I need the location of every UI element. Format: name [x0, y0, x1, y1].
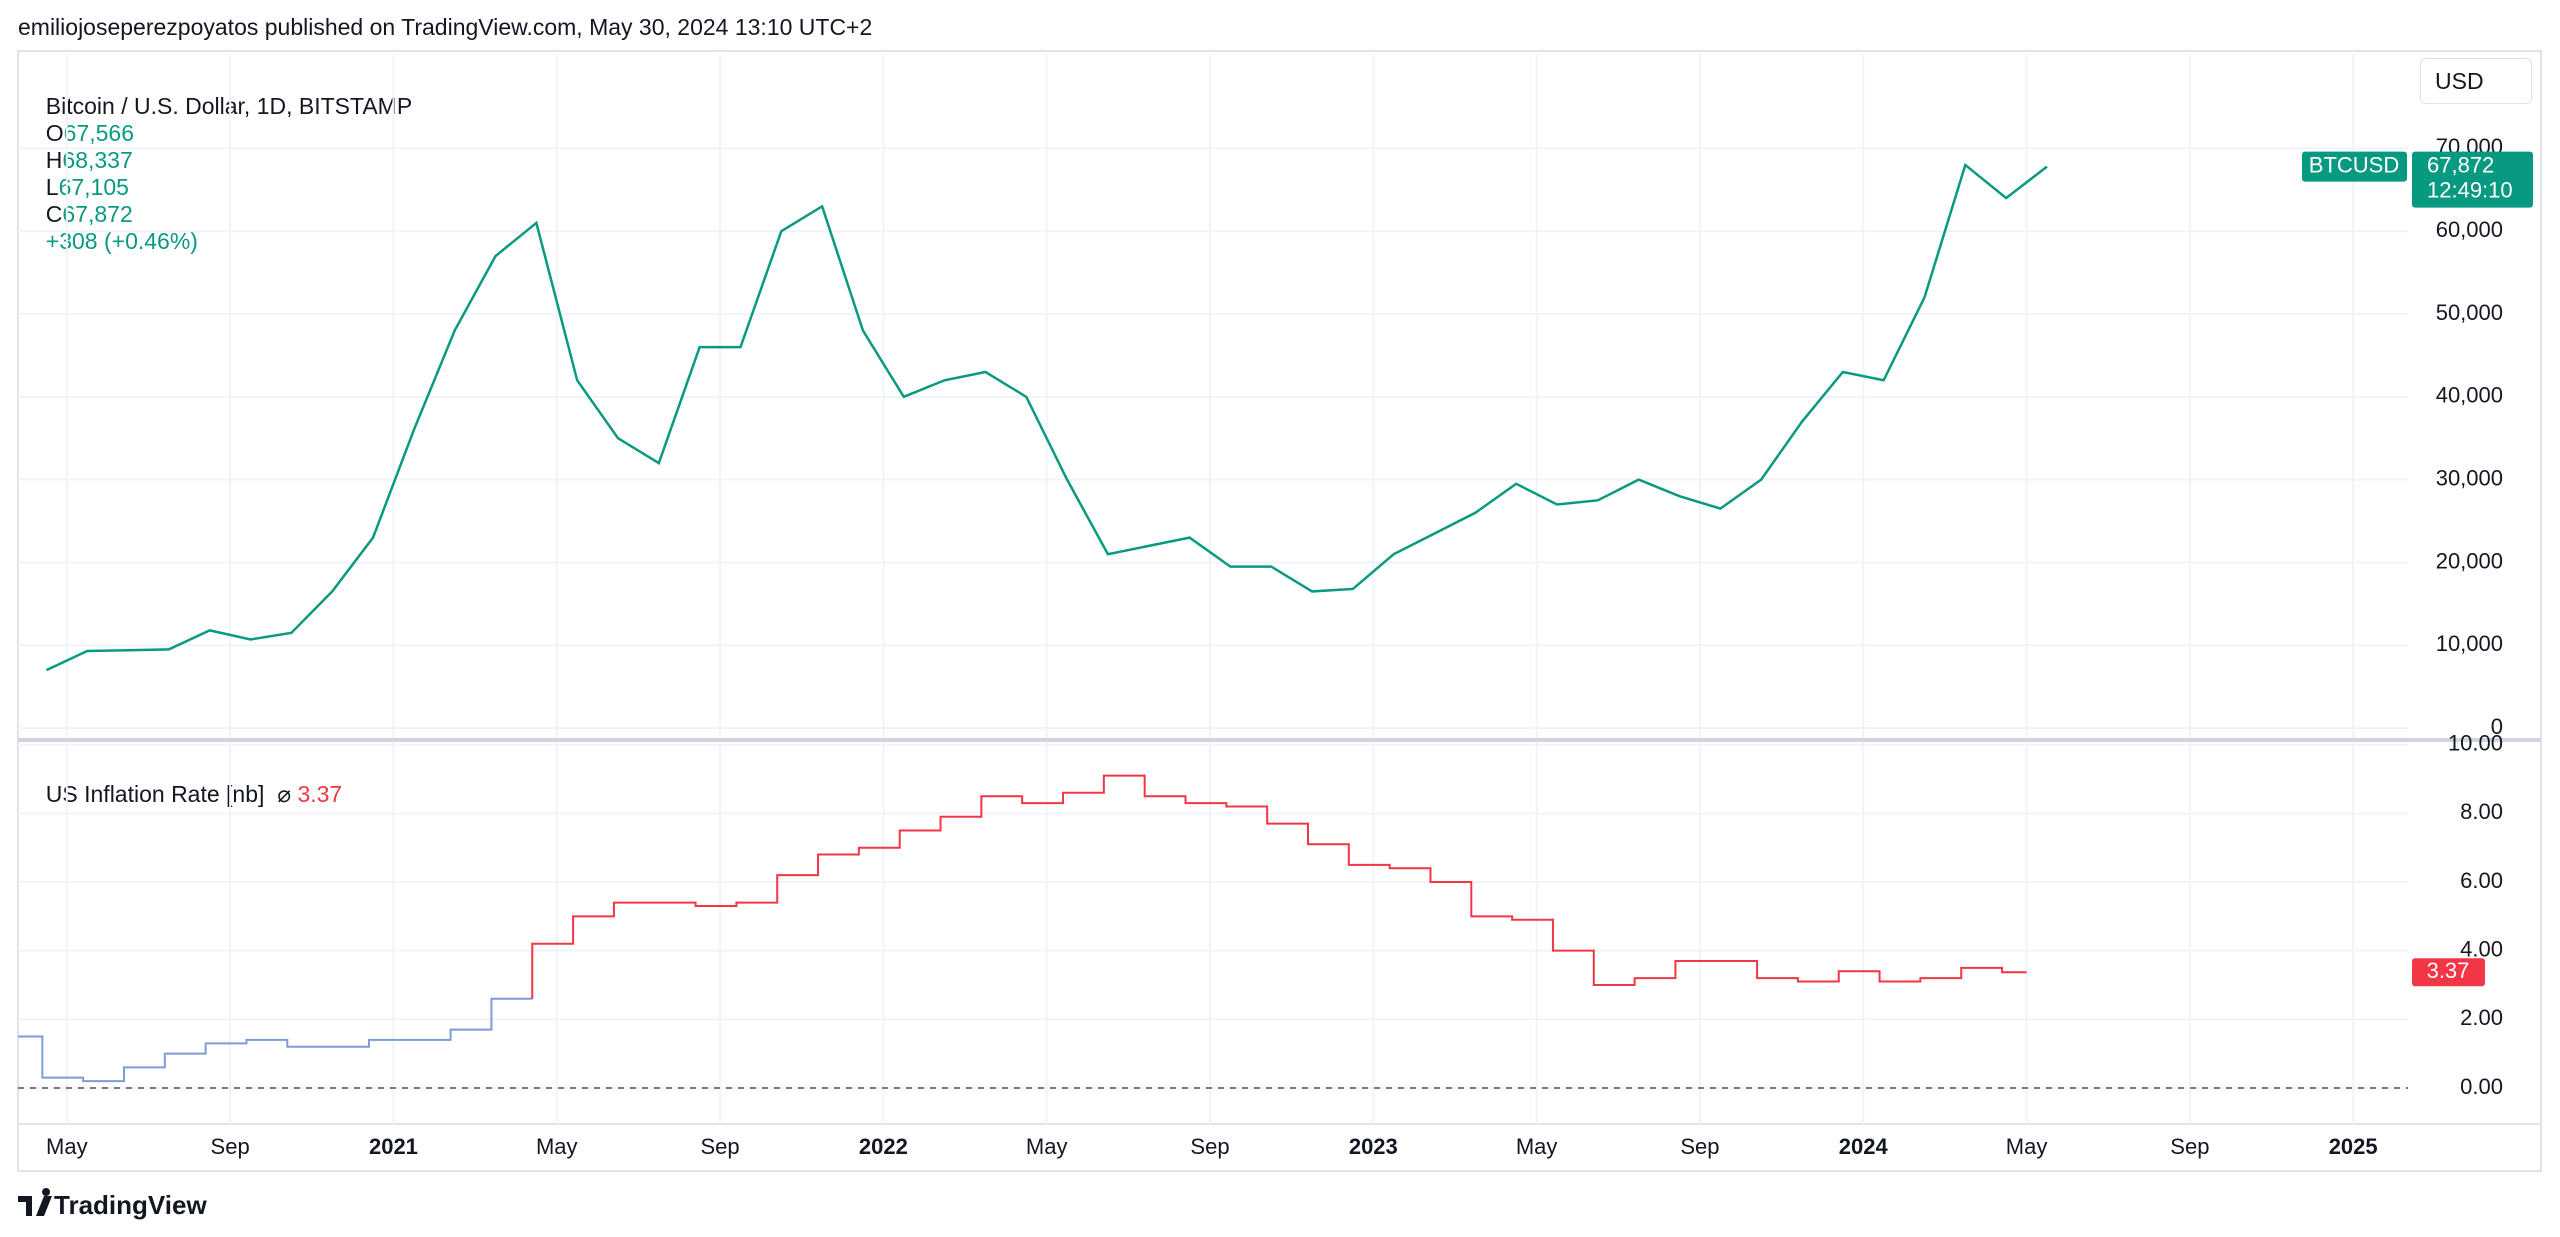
- ohlc-key: H: [45, 147, 63, 173]
- last-price: 67,872: [2427, 152, 2494, 177]
- x-tick-label: 2021: [369, 1134, 418, 1159]
- x-tick-label: Sep: [1680, 1134, 1719, 1159]
- y-tick-label: 8.00: [2460, 799, 2503, 824]
- y-tick-label: 20,000: [2436, 548, 2503, 573]
- frame: [17, 50, 2542, 1172]
- currency-button[interactable]: USD: [2420, 58, 2532, 104]
- ticker-label: BTCUSD: [2309, 152, 2399, 177]
- price-line: [45, 162, 2048, 672]
- x-tick-label: 2025: [2329, 1134, 2378, 1159]
- indicator-value: 3.37: [297, 781, 343, 807]
- x-tick-label: Sep: [2170, 1134, 2209, 1159]
- countdown: 12:49:10: [2427, 177, 2513, 202]
- symbol-legend: Bitcoin / U.S. Dollar, 1D, BITSTAMP O67,…: [33, 66, 412, 255]
- inflation-line: [18, 997, 533, 1083]
- y-tick-label: 50,000: [2436, 300, 2503, 325]
- y-tick-label: 0.00: [2460, 1074, 2503, 1099]
- ohlc-key: L: [45, 174, 59, 200]
- change: +308 (+0.46%): [45, 228, 198, 254]
- y-tick-label: 6.00: [2460, 868, 2503, 893]
- x-tick-label: 2024: [1839, 1134, 1889, 1159]
- x-tick-label: 2023: [1349, 1134, 1398, 1159]
- x-tick-label: May: [536, 1134, 578, 1159]
- x-tick-label: 2022: [859, 1134, 908, 1159]
- published-line: emiliojoseperezpoyatos published on Trad…: [18, 14, 873, 40]
- ohlc-value: 67,566: [63, 120, 135, 146]
- y-tick-label: 10.00: [2448, 731, 2503, 756]
- inflation-line: [531, 774, 2027, 999]
- value-badge-label: 3.37: [2427, 958, 2470, 983]
- indicator-legend: US Inflation Rate [nb] ⌀ 3.37: [33, 754, 342, 808]
- x-tick-label: Sep: [211, 1134, 250, 1159]
- y-tick-label: 30,000: [2436, 465, 2503, 490]
- y-tick-label: 2.00: [2460, 1005, 2503, 1030]
- indicator-title: US Inflation Rate [nb]: [45, 781, 265, 807]
- brand-logo: [18, 1188, 52, 1216]
- ohlc-value: 68,337: [62, 147, 133, 173]
- x-tick-label: Sep: [1190, 1134, 1229, 1159]
- footer-brand: TradingView: [54, 1190, 207, 1220]
- indicator-symbol: ⌀: [277, 781, 292, 807]
- ohlc-value: 67,105: [58, 174, 129, 200]
- x-tick-label: May: [46, 1134, 88, 1159]
- ohlc-key: C: [45, 201, 63, 227]
- y-tick-label: 60,000: [2436, 217, 2503, 242]
- x-tick-label: May: [1516, 1134, 1558, 1159]
- plot-area: [18, 162, 2408, 1089]
- ohlc-value: 67,872: [62, 201, 133, 227]
- x-tick-label: Sep: [700, 1134, 739, 1159]
- value-badge: [2412, 958, 2485, 987]
- y-tick-label: 40,000: [2436, 383, 2503, 408]
- y-tick-label: 0: [2491, 714, 2503, 739]
- y-tick-label: 10,000: [2436, 631, 2503, 656]
- grid: [18, 54, 2408, 1124]
- ohlc-key: O: [45, 120, 64, 146]
- ticker-badge: [2302, 151, 2407, 182]
- y-tick-label: 4.00: [2460, 936, 2503, 961]
- price-badge: [2412, 151, 2533, 208]
- x-tick-label: May: [1026, 1134, 1068, 1159]
- symbol-name: Bitcoin / U.S. Dollar, 1D, BITSTAMP: [45, 93, 413, 119]
- x-tick-label: May: [2006, 1134, 2048, 1159]
